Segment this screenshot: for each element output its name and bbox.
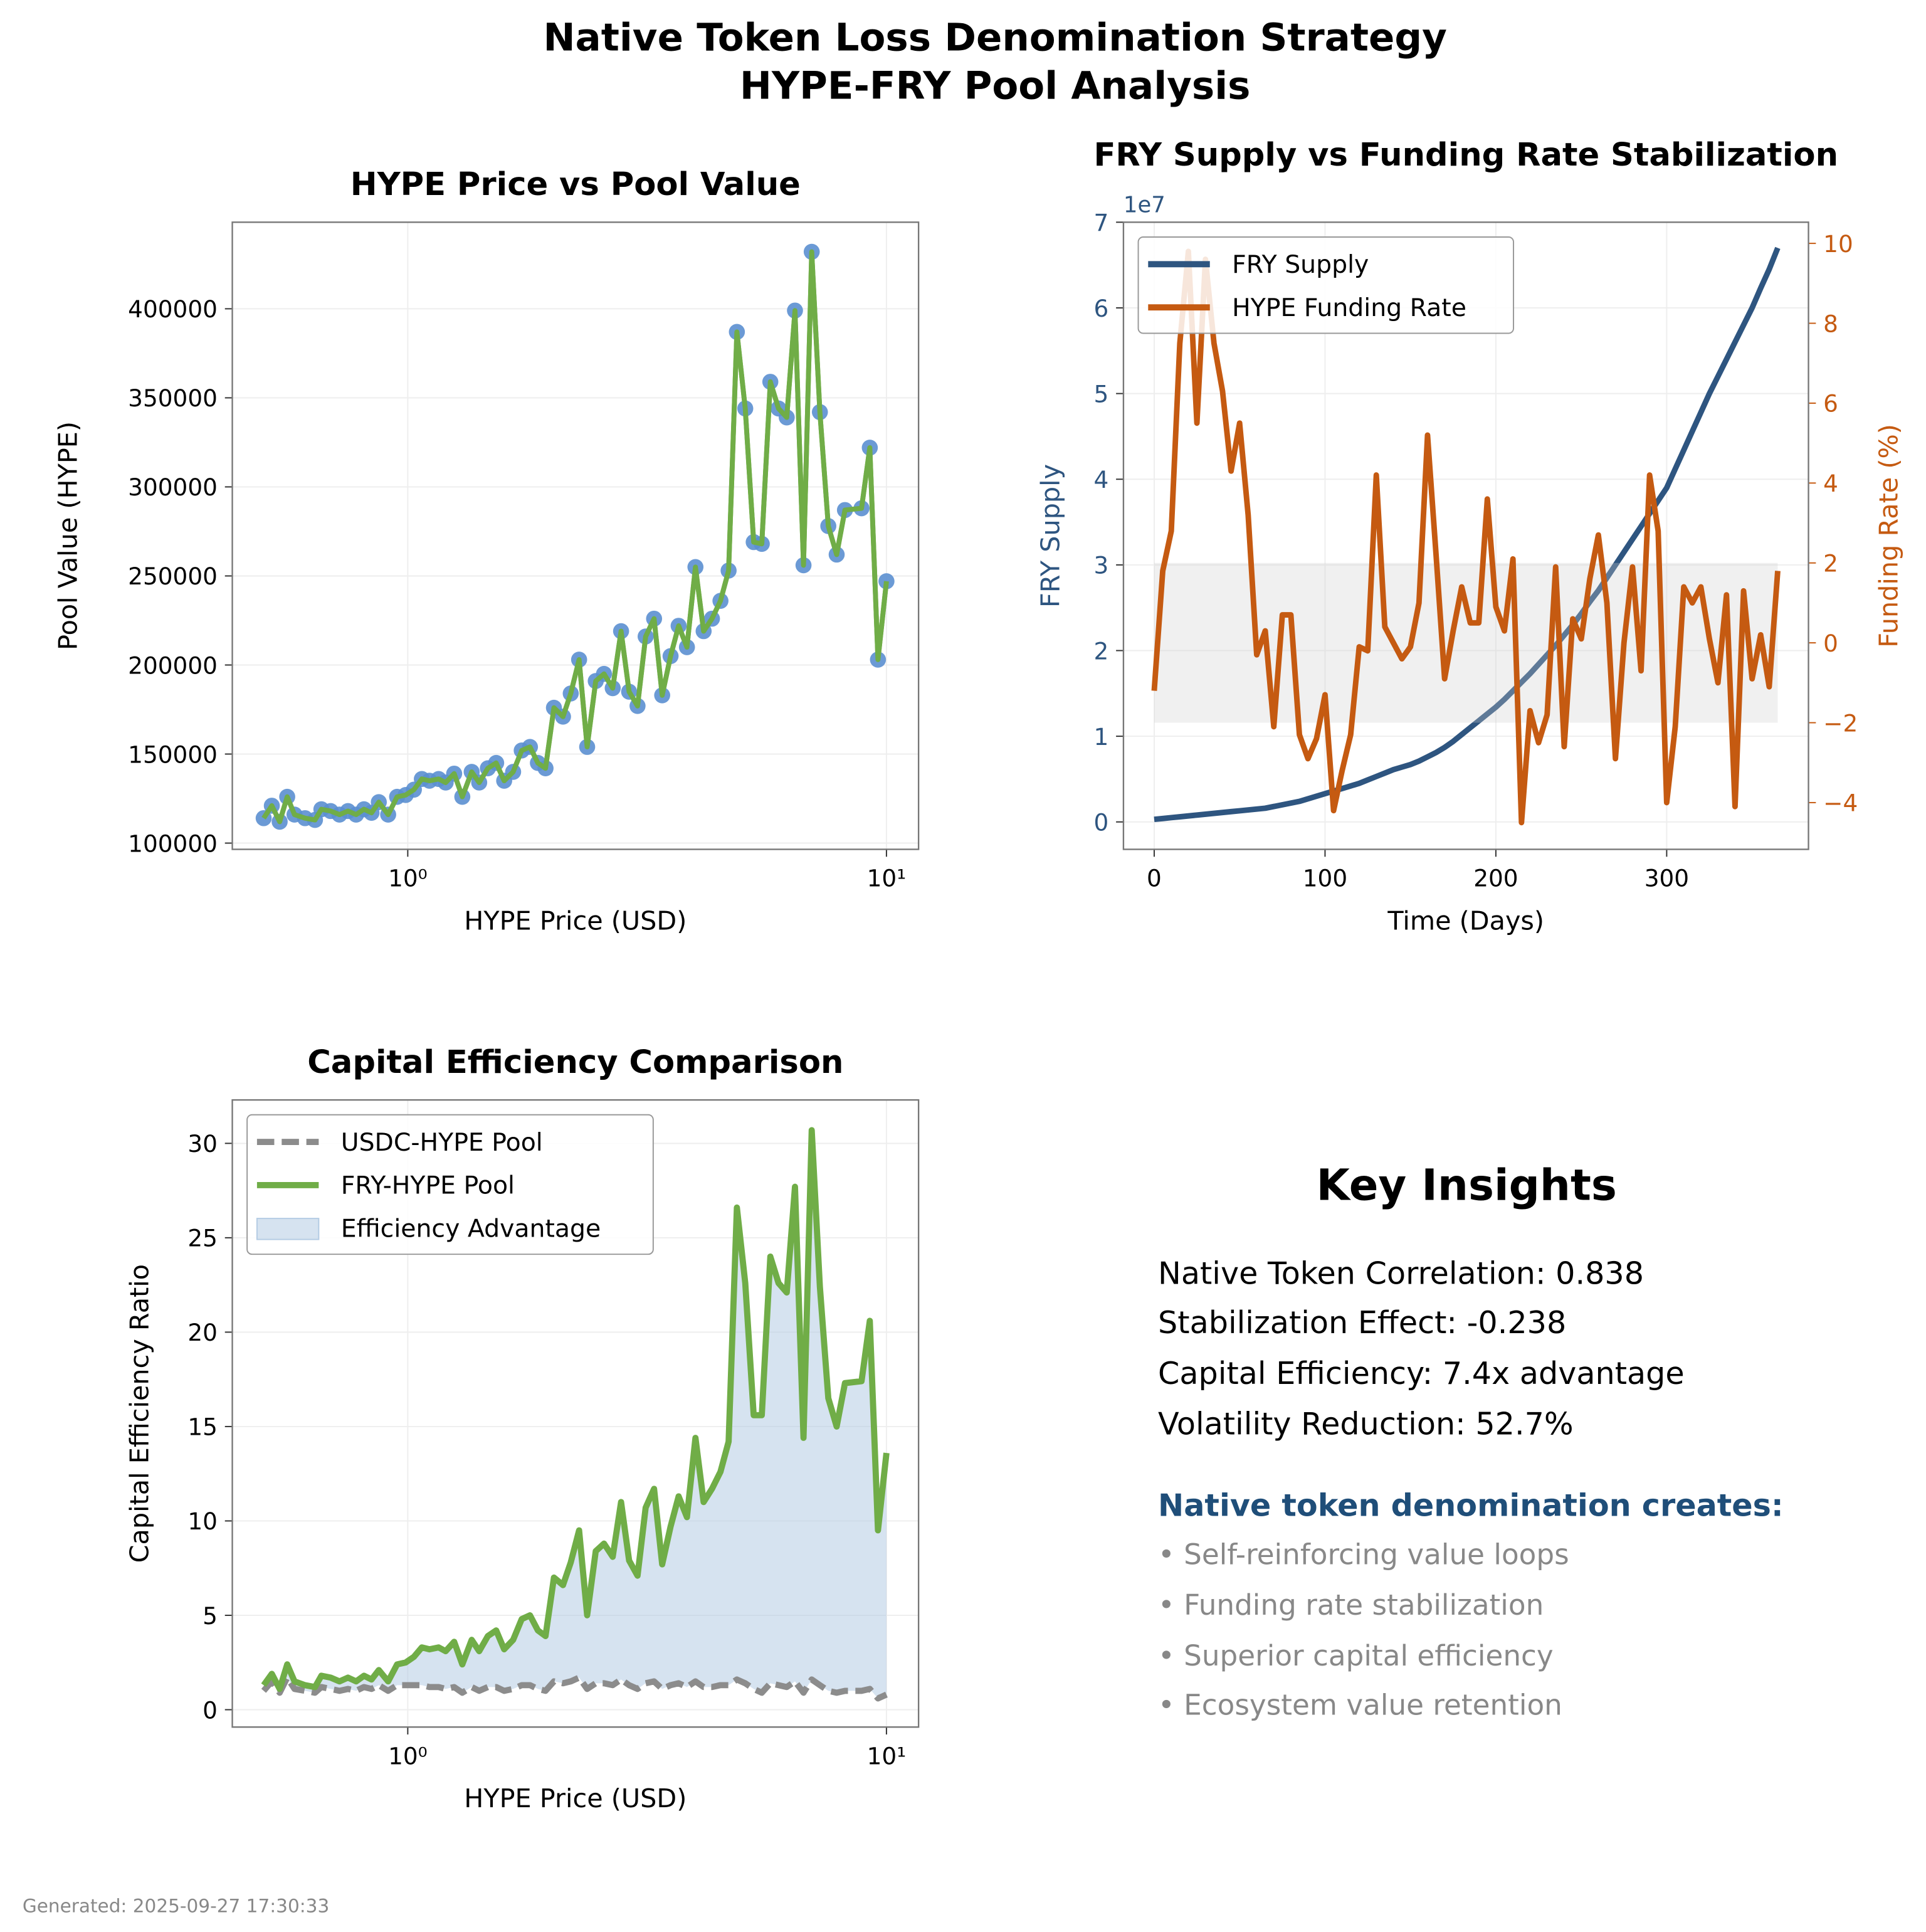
insights-title: Key Insights (1317, 1161, 1617, 1211)
x-tick-label: 200 (1473, 865, 1518, 892)
legend-label: HYPE Funding Rate (1232, 293, 1466, 322)
y-tick-label: 6 (1094, 295, 1109, 322)
y-tick-label: 300000 (128, 473, 218, 501)
insight-bullet: • Ecosystem value retention (1158, 1689, 1562, 1722)
data-line (1151, 248, 1781, 826)
data-line (1154, 246, 1781, 823)
advantage-area (263, 1130, 887, 1699)
insight-metric: Stabilization Effect: -0.238 (1158, 1304, 1566, 1341)
y-tick-label: 1 (1094, 723, 1109, 751)
x-tick-label: 10⁰ (388, 865, 428, 892)
insight-heading: Native token denomination creates: (1158, 1487, 1784, 1524)
chart-title: Capital Efficiency Comparison (307, 1043, 843, 1081)
y2-tick-label: 6 (1823, 390, 1838, 418)
x-tick-label: 100 (1303, 865, 1347, 892)
data-line (261, 1127, 890, 1692)
y-tick-label: 0 (1094, 809, 1109, 837)
legend-label: FRY-HYPE Pool (341, 1171, 515, 1200)
x-tick-label: 300 (1644, 865, 1689, 892)
y-tick-label: 5 (203, 1602, 218, 1630)
y2-tick-label: 8 (1823, 310, 1838, 337)
figure-title: Native Token Loss Denomination Strategy (543, 16, 1446, 60)
x-axis-label: Time (Days) (1387, 905, 1544, 936)
insight-metric: Volatility Reduction: 52.7% (1158, 1406, 1574, 1442)
legend-box (1137, 236, 1515, 334)
y-tick-label: 5 (1094, 380, 1109, 408)
y-tick-label: 7 (1094, 209, 1109, 236)
y-tick-label: 15 (187, 1413, 218, 1441)
y2-tick-label: −2 (1823, 709, 1858, 737)
x-tick-label: 0 (1147, 865, 1162, 892)
x-axis-label: HYPE Price (USD) (464, 1783, 687, 1813)
insight-bullet: • Funding rate stabilization (1158, 1588, 1544, 1622)
y-tick-label: 3 (1094, 552, 1109, 579)
plot-frame (231, 1099, 920, 1728)
y-offset-label: 1e7 (1124, 193, 1166, 218)
y-tick-label: 400000 (128, 295, 218, 323)
legend-box (246, 1114, 654, 1255)
y-tick-label: 20 (187, 1319, 218, 1346)
y2-axis-label: Funding Rate (%) (1873, 424, 1903, 648)
y2-tick-label: 2 (1823, 550, 1838, 578)
legend-label: USDC-HYPE Pool (341, 1128, 543, 1157)
x-axis-label: HYPE Price (USD) (464, 905, 687, 936)
figure-subtitle: HYPE-FRY Pool Analysis (740, 63, 1251, 108)
chart-title: HYPE Price vs Pool Value (350, 166, 801, 203)
data-line (261, 249, 889, 825)
y2-tick-label: 10 (1823, 230, 1853, 258)
x-tick-label: 10⁰ (388, 1742, 428, 1770)
y2-tick-label: −4 (1823, 789, 1858, 817)
y-tick-label: 150000 (128, 741, 218, 768)
insight-metric: Native Token Correlation: 0.838 (1158, 1255, 1644, 1291)
y-tick-label: 200000 (128, 652, 218, 679)
chart-title: FRY Supply vs Funding Rate Stabilization (1093, 136, 1838, 174)
y-axis-label: Pool Value (HYPE) (53, 421, 83, 650)
legend-label: Efficiency Advantage (341, 1215, 601, 1243)
y-tick-label: 2 (1094, 637, 1109, 665)
insight-bullet: • Superior capital efficiency (1158, 1639, 1554, 1672)
y-tick-label: 10 (187, 1507, 218, 1535)
y2-tick-label: 0 (1823, 630, 1838, 657)
plot-frame (1122, 221, 1809, 850)
x-tick-label: 10¹ (867, 1742, 907, 1770)
y-tick-label: 30 (187, 1130, 218, 1158)
y-tick-label: 0 (203, 1696, 218, 1724)
insight-metric: Capital Efficiency: 7.4x advantage (1158, 1355, 1685, 1391)
plot-frame (231, 221, 920, 850)
y-tick-label: 25 (187, 1225, 218, 1252)
x-tick-label: 10¹ (867, 865, 907, 892)
footer: Generated: 2025-09-27 17:30:33 (23, 1896, 329, 1917)
legend-label: FRY Supply (1232, 250, 1369, 279)
data-line (261, 1674, 888, 1702)
y-tick-label: 350000 (128, 384, 218, 412)
legend-swatch (256, 1218, 320, 1240)
y-tick-label: 250000 (128, 562, 218, 590)
y-tick-label: 100000 (128, 830, 218, 857)
y-tick-label: 4 (1094, 466, 1109, 494)
y-axis-label: Capital Efficiency Ratio (125, 1264, 155, 1563)
y-axis-label: FRY Supply (1036, 464, 1066, 608)
y2-tick-label: 4 (1823, 470, 1838, 497)
insight-bullet: • Self-reinforcing value loops (1158, 1538, 1569, 1571)
